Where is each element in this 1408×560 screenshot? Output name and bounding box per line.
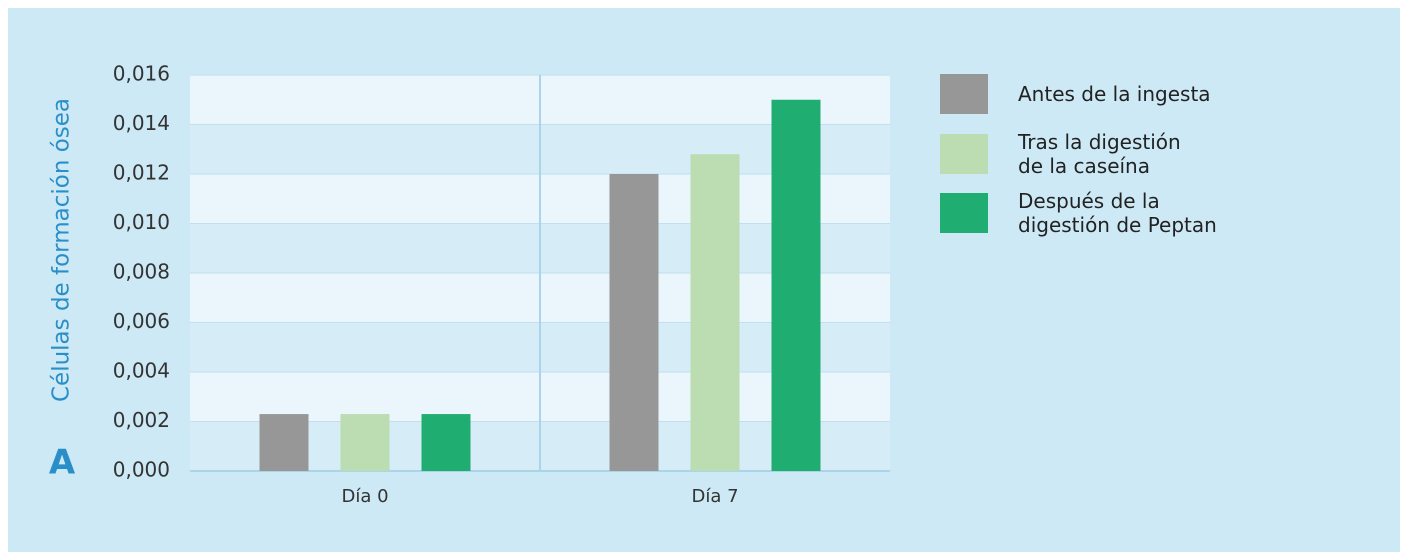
panel-label: A <box>49 443 76 483</box>
legend-swatch <box>940 134 988 174</box>
x-tick-label: Día 0 <box>341 486 388 507</box>
legend-label: Tras la digestión de la caseína <box>1018 130 1181 178</box>
bar <box>259 414 309 471</box>
y-tick-label: 0,008 <box>113 260 170 284</box>
y-tick-label: 0,012 <box>113 161 170 185</box>
y-tick-label: 0,004 <box>113 359 170 383</box>
bar <box>690 154 740 471</box>
y-axis-label: Células de formación ósea <box>49 98 75 402</box>
bar <box>340 414 390 471</box>
y-tick-label: 0,016 <box>113 62 170 86</box>
y-tick-label: 0,000 <box>113 458 170 482</box>
bar <box>771 99 821 471</box>
y-tick-label: 0,002 <box>113 408 170 432</box>
legend-swatch <box>940 193 988 233</box>
legend-label: Después de la digestión de Peptan <box>1018 189 1217 237</box>
y-tick-label: 0,006 <box>113 309 170 333</box>
legend-label: Antes de la ingesta <box>1018 82 1211 106</box>
x-tick-label: Día 7 <box>691 486 738 507</box>
legend-swatch <box>940 74 988 114</box>
y-tick-label: 0,010 <box>113 210 170 234</box>
bar <box>609 174 659 471</box>
bar <box>421 414 471 471</box>
y-tick-label: 0,014 <box>113 111 170 135</box>
